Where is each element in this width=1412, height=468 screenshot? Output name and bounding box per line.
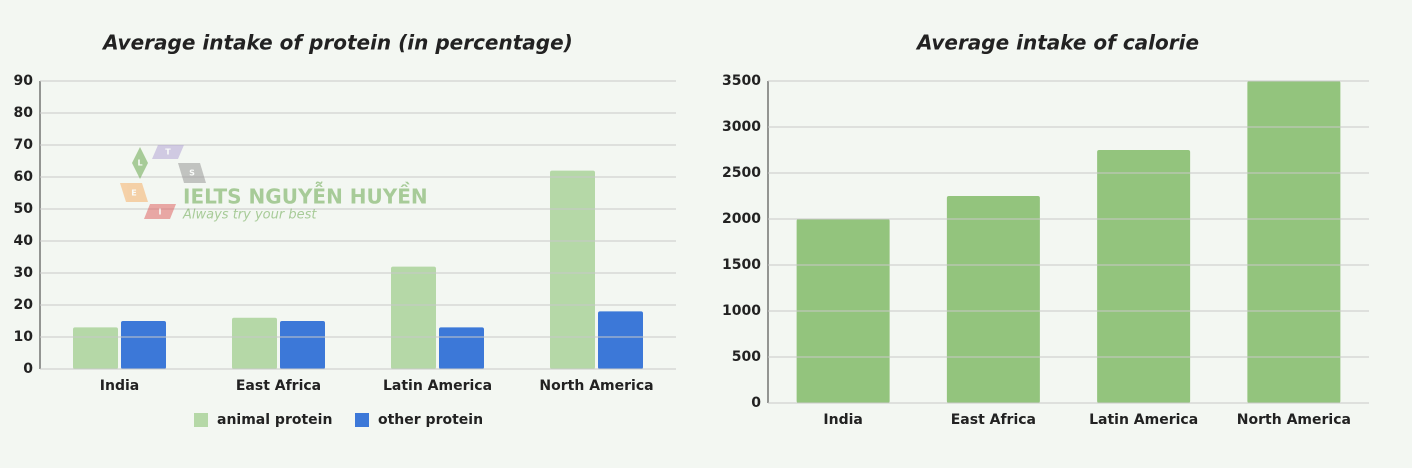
wm-letter: E — [131, 189, 136, 198]
wm-letter: S — [189, 169, 195, 178]
bar — [121, 321, 166, 369]
y-tick-label: 30 — [14, 265, 34, 281]
legend-label: animal protein — [217, 412, 332, 428]
wm-title: IELTS NGUYỄN HUYỀN — [183, 182, 428, 209]
watermark: L T S E I IELTS NGUYỄN HUYỀN Always try … — [120, 145, 428, 223]
y-tick-label: 0 — [751, 395, 761, 411]
bar — [1097, 150, 1191, 403]
bar — [946, 196, 1040, 403]
x-tick-label: Latin America — [1089, 412, 1198, 428]
y-tick-label: 80 — [14, 105, 34, 121]
y-tick-label: 0 — [23, 361, 33, 377]
y-tick-label: 3500 — [722, 73, 761, 89]
y-tick-label: 3000 — [722, 119, 761, 135]
y-tick-label: 1000 — [722, 303, 761, 319]
y-tick-label: 50 — [14, 201, 34, 217]
y-tick-label: 10 — [14, 329, 34, 345]
wm-subtitle: Always try your best — [182, 208, 317, 223]
x-tick-label: North America — [1237, 412, 1351, 428]
x-tick-label: North America — [539, 378, 653, 394]
bar — [439, 327, 484, 369]
bar — [280, 321, 325, 369]
bar — [232, 317, 277, 369]
x-tick-label: Latin America — [383, 378, 492, 394]
wm-shape — [152, 145, 184, 159]
bar — [391, 266, 436, 369]
legend-label: other protein — [378, 412, 483, 428]
bar — [598, 311, 643, 369]
chart-title: Average intake of calorie — [915, 31, 1199, 55]
y-tick-label: 90 — [14, 73, 34, 89]
legend-swatch — [355, 413, 369, 427]
wm-letter: T — [165, 148, 171, 157]
y-tick-label: 2000 — [722, 211, 761, 227]
wm-shape — [132, 147, 148, 179]
wm-letter: L — [137, 159, 142, 168]
y-tick-label: 2500 — [722, 165, 761, 181]
y-tick-label: 70 — [14, 137, 34, 153]
wm-shape — [144, 204, 176, 219]
legend-swatch — [194, 413, 208, 427]
bar — [73, 327, 118, 369]
bar — [550, 170, 595, 369]
y-tick-label: 40 — [14, 233, 34, 249]
x-tick-label: India — [100, 378, 139, 394]
x-tick-label: East Africa — [236, 378, 321, 394]
x-tick-label: India — [823, 412, 862, 428]
x-tick-label: East Africa — [951, 412, 1036, 428]
wm-shape — [120, 183, 148, 202]
wm-shape — [178, 163, 206, 183]
chart-title: Average intake of protein (in percentage… — [101, 31, 573, 55]
y-tick-label: 1500 — [722, 257, 761, 273]
y-tick-label: 20 — [14, 297, 34, 313]
y-tick-label: 500 — [732, 349, 761, 365]
wm-letter: I — [159, 208, 162, 217]
y-tick-label: 60 — [14, 169, 34, 185]
bar — [1247, 81, 1341, 403]
